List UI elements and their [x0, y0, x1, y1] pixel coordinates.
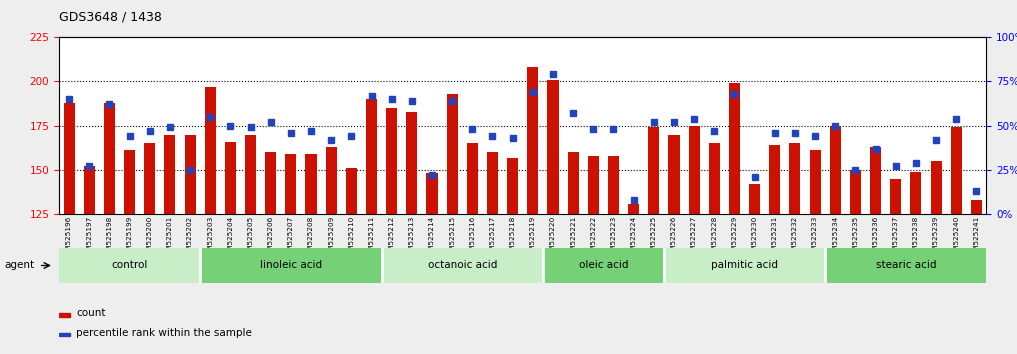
Bar	[750, 184, 760, 214]
Bar	[769, 145, 780, 214]
Bar	[527, 67, 538, 214]
Bar	[104, 103, 115, 214]
Bar	[407, 112, 417, 214]
Bar	[871, 147, 881, 214]
Bar	[59, 248, 200, 283]
Bar	[144, 143, 156, 214]
Text: linoleic acid: linoleic acid	[259, 261, 322, 270]
Text: agent: agent	[4, 261, 35, 270]
Bar	[931, 161, 942, 214]
Bar	[165, 135, 175, 214]
Bar	[83, 166, 95, 214]
Bar	[467, 143, 478, 214]
Bar	[810, 150, 821, 214]
Bar	[543, 248, 664, 283]
Bar	[588, 156, 599, 214]
Text: octanoic acid: octanoic acid	[427, 261, 497, 270]
Text: stearic acid: stearic acid	[876, 261, 936, 270]
Bar	[59, 313, 70, 317]
Bar	[825, 248, 986, 283]
Bar	[200, 248, 381, 283]
Bar	[184, 135, 195, 214]
Bar	[59, 333, 70, 336]
Bar	[971, 200, 982, 214]
Bar	[709, 143, 720, 214]
Bar	[346, 168, 357, 214]
Bar	[265, 152, 277, 214]
Bar	[729, 83, 740, 214]
Bar	[830, 126, 841, 214]
Text: oleic acid: oleic acid	[579, 261, 629, 270]
Bar	[426, 173, 437, 214]
Bar	[547, 80, 558, 214]
Text: control: control	[112, 261, 147, 270]
Bar	[648, 127, 659, 214]
Bar	[507, 158, 519, 214]
Bar	[305, 154, 316, 214]
Bar	[286, 154, 296, 214]
Bar	[789, 143, 800, 214]
Bar	[689, 126, 700, 214]
Bar	[608, 156, 619, 214]
Bar	[446, 94, 458, 214]
Bar	[910, 172, 921, 214]
Bar	[325, 147, 337, 214]
Bar	[850, 170, 861, 214]
Bar	[668, 135, 679, 214]
Text: count: count	[76, 308, 106, 319]
Bar	[951, 127, 962, 214]
Text: percentile rank within the sample: percentile rank within the sample	[76, 328, 252, 338]
Bar	[487, 152, 498, 214]
Bar	[381, 248, 543, 283]
Bar	[366, 99, 377, 214]
Bar	[664, 248, 825, 283]
Text: palmitic acid: palmitic acid	[711, 261, 778, 270]
Bar	[567, 152, 579, 214]
Bar	[124, 150, 135, 214]
Bar	[890, 179, 901, 214]
Bar	[225, 142, 236, 214]
Bar	[245, 135, 256, 214]
Bar	[629, 204, 639, 214]
Bar	[386, 108, 398, 214]
Bar	[204, 87, 216, 214]
Text: GDS3648 / 1438: GDS3648 / 1438	[59, 11, 162, 24]
Bar	[63, 103, 74, 214]
